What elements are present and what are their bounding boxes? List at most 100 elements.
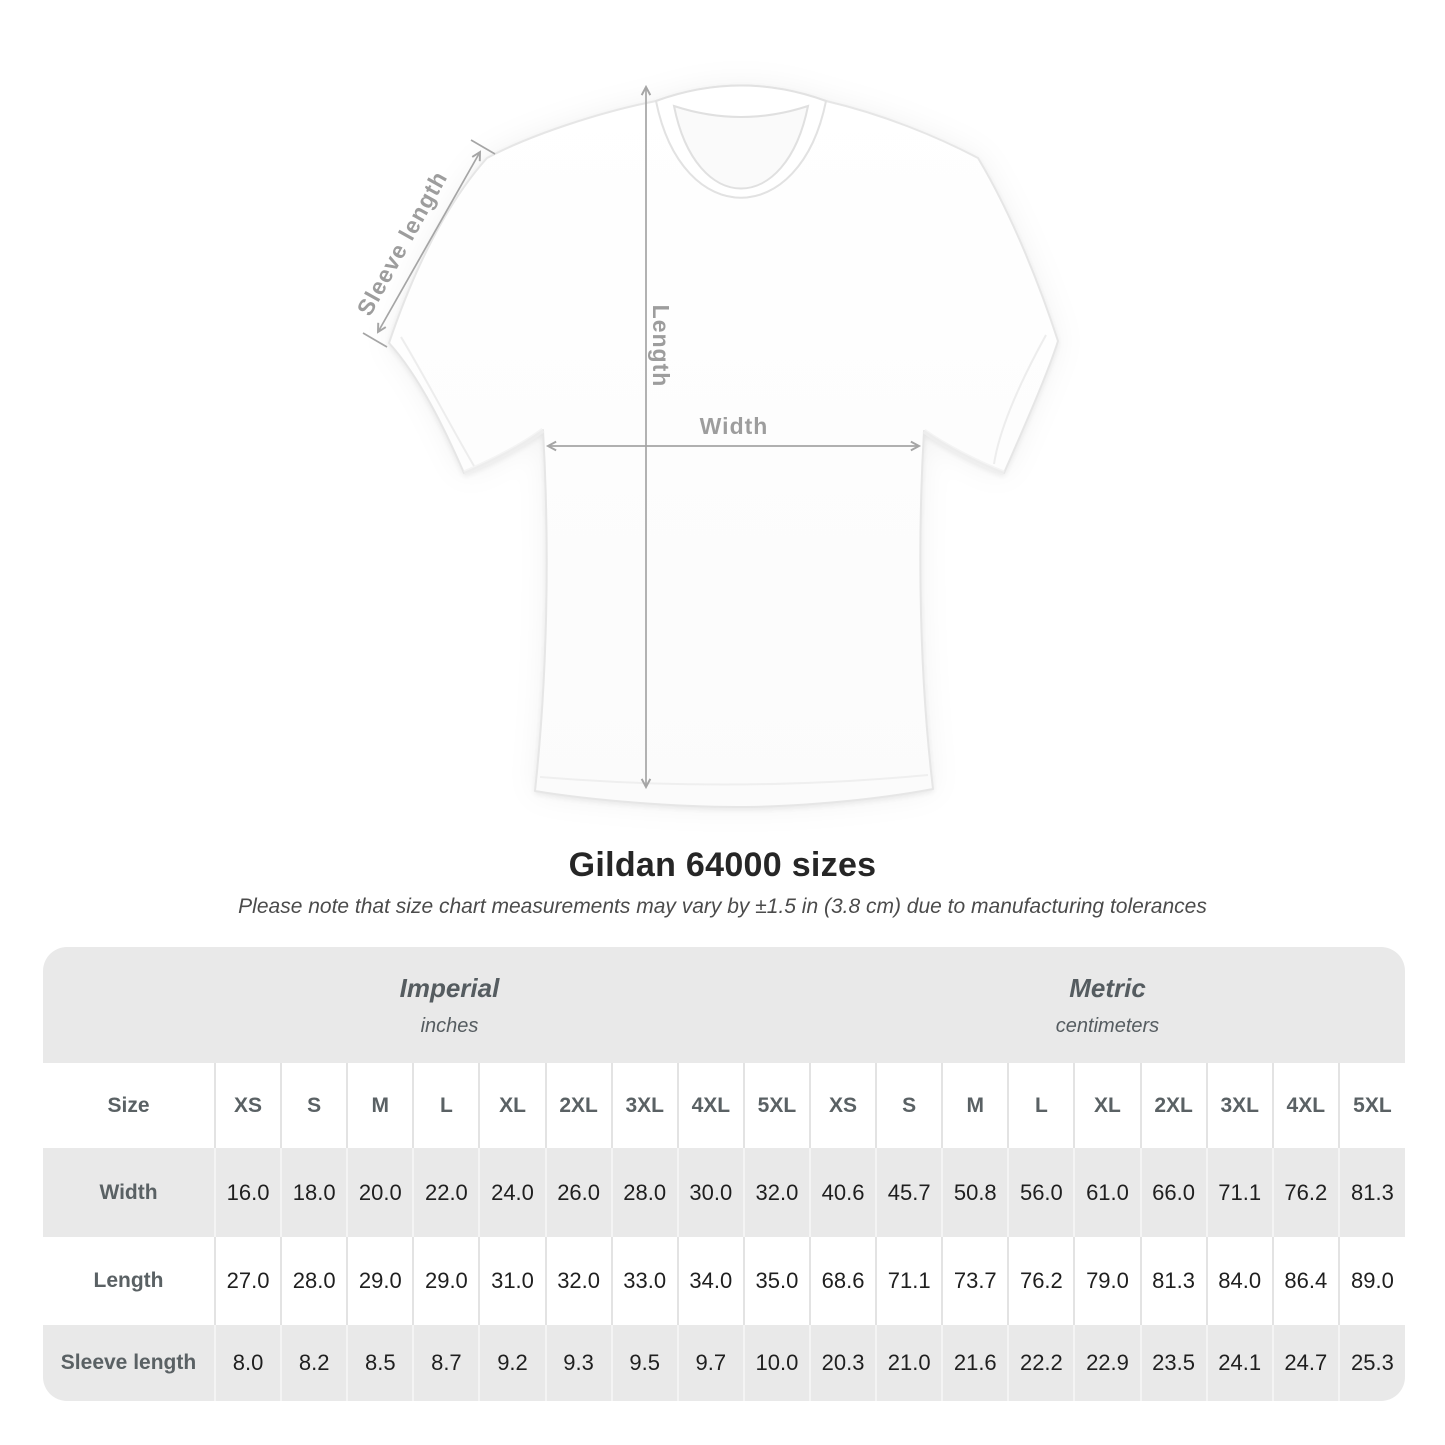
imperial-section-header: Imperial inches bbox=[43, 947, 810, 1063]
measurement-cell: 9.2 bbox=[478, 1325, 546, 1401]
measurement-cell: 20.3 bbox=[808, 1325, 877, 1401]
width-arrow: Width bbox=[545, 413, 922, 452]
size-col-l-metric: L bbox=[1007, 1063, 1075, 1148]
size-table: Imperial inches Metric centimeters Size … bbox=[43, 947, 1405, 1401]
length-label: Length bbox=[648, 305, 674, 388]
row-label: Length bbox=[43, 1237, 215, 1325]
tshirt-graphic: Length Width Sleeve length bbox=[352, 84, 1059, 808]
measurement-cell: 24.1 bbox=[1205, 1325, 1273, 1401]
width-label: Width bbox=[700, 413, 769, 439]
measurement-cell: 28.0 bbox=[610, 1148, 678, 1237]
measurement-cell: 32.0 bbox=[544, 1237, 612, 1325]
measurement-cell: 45.7 bbox=[875, 1148, 943, 1237]
unit-header-row: Imperial inches Metric centimeters bbox=[43, 947, 1405, 1063]
measurement-cell: 9.7 bbox=[676, 1325, 744, 1401]
measurement-cell: 79.0 bbox=[1073, 1237, 1141, 1325]
page-subtitle: Please note that size chart measurements… bbox=[238, 895, 1207, 918]
measurement-cell: 21.0 bbox=[875, 1325, 943, 1401]
measurement-cell: 8.2 bbox=[280, 1325, 348, 1401]
measurement-cell: 18.0 bbox=[280, 1148, 348, 1237]
size-col-m-imperial: M bbox=[346, 1063, 414, 1148]
size-col-l-imperial: L bbox=[412, 1063, 480, 1148]
row-label: Sleeve length bbox=[43, 1325, 215, 1401]
measurement-cell: 28.0 bbox=[280, 1237, 348, 1325]
measurement-cell: 68.6 bbox=[808, 1237, 877, 1325]
measurement-cell: 35.0 bbox=[742, 1237, 810, 1325]
metric-unit: centimeters bbox=[1055, 1014, 1160, 1037]
measurement-cell: 24.7 bbox=[1271, 1325, 1339, 1401]
measurement-cell: 61.0 bbox=[1073, 1148, 1141, 1237]
measurement-cell: 76.2 bbox=[1007, 1237, 1075, 1325]
size-col-5xl-imperial: 5XL bbox=[742, 1063, 810, 1148]
row-label: Width bbox=[43, 1148, 215, 1237]
neck-opening bbox=[672, 104, 810, 190]
measurement-cell: 86.4 bbox=[1271, 1237, 1339, 1325]
table-body: Width 16.0 18.0 20.0 22.0 24.0 26.0 28.0 30.0 32.… bbox=[43, 1148, 1405, 1401]
size-col-xs-imperial: XS bbox=[213, 1063, 282, 1148]
size-col-s-imperial: S bbox=[280, 1063, 348, 1148]
size-col-xl-imperial: XL bbox=[478, 1063, 546, 1148]
measurement-cell: 27.0 bbox=[213, 1237, 282, 1325]
measurement-cell: 8.0 bbox=[213, 1325, 282, 1401]
table-row-sleeve-length: Sleeve length 8.0 8.2 8.5 8.7 9.2 9.3 9.5 9.7 10.… bbox=[43, 1325, 1405, 1401]
measurement-cell: 71.1 bbox=[875, 1237, 943, 1325]
imperial-unit: inches bbox=[420, 1014, 479, 1037]
size-col-m-metric: M bbox=[941, 1063, 1009, 1148]
measurement-cell: 22.9 bbox=[1073, 1325, 1141, 1401]
measurement-cell: 89.0 bbox=[1337, 1237, 1405, 1325]
measurement-cell: 34.0 bbox=[676, 1237, 744, 1325]
length-arrow: Length bbox=[640, 84, 674, 790]
size-col-xs-metric: XS bbox=[808, 1063, 877, 1148]
size-chart-table: Imperial inches Metric centimeters Size … bbox=[43, 947, 1405, 1401]
measurement-cell: 16.0 bbox=[213, 1148, 282, 1237]
size-col-4xl-metric: 4XL bbox=[1271, 1063, 1339, 1148]
measurement-cell: 20.0 bbox=[346, 1148, 414, 1237]
measurement-cell: 50.8 bbox=[941, 1148, 1009, 1237]
measurement-cell: 22.2 bbox=[1007, 1325, 1075, 1401]
measurement-cell: 81.3 bbox=[1139, 1237, 1207, 1325]
measurement-cell: 22.0 bbox=[412, 1148, 480, 1237]
page-title: Gildan 64000 sizes bbox=[568, 846, 877, 884]
measurement-cell: 56.0 bbox=[1007, 1148, 1075, 1237]
size-header-row: Size XS S M L XL 2XL 3XL 4XL 5XL XS S M L XL 2XL 3XL 4XL… bbox=[43, 1063, 1405, 1148]
measurement-cell: 9.3 bbox=[544, 1325, 612, 1401]
measurement-cell: 29.0 bbox=[346, 1237, 414, 1325]
measurement-cell: 21.6 bbox=[941, 1325, 1009, 1401]
measurement-cell: 31.0 bbox=[478, 1237, 546, 1325]
size-col-2xl-metric: 2XL bbox=[1139, 1063, 1207, 1148]
size-col-2xl-imperial: 2XL bbox=[544, 1063, 612, 1148]
size-col-3xl-metric: 3XL bbox=[1205, 1063, 1273, 1148]
tshirt-measurement-diagram: Length Width Sleeve length bbox=[352, 84, 1059, 808]
measurement-cell: 23.5 bbox=[1139, 1325, 1207, 1401]
measurement-cell: 29.0 bbox=[412, 1237, 480, 1325]
metric-section-header: Metric centimeters bbox=[809, 947, 1405, 1063]
measurement-cell: 71.1 bbox=[1205, 1148, 1273, 1237]
measurement-cell: 81.3 bbox=[1337, 1148, 1405, 1237]
size-col-xl-metric: XL bbox=[1073, 1063, 1141, 1148]
measurement-cell: 24.0 bbox=[478, 1148, 546, 1237]
measurement-cell: 33.0 bbox=[610, 1237, 678, 1325]
size-col-4xl-imperial: 4XL bbox=[676, 1063, 744, 1148]
measurement-cell: 10.0 bbox=[742, 1325, 810, 1401]
size-column-label: Size bbox=[43, 1063, 215, 1148]
size-col-3xl-imperial: 3XL bbox=[610, 1063, 678, 1148]
size-col-5xl-metric: 5XL bbox=[1337, 1063, 1405, 1148]
measurement-cell: 8.5 bbox=[346, 1325, 414, 1401]
measurement-cell: 66.0 bbox=[1139, 1148, 1207, 1237]
measurement-cell: 73.7 bbox=[941, 1237, 1009, 1325]
table-row-length: Length 27.0 28.0 29.0 29.0 31.0 32.0 33.0 34.0 35… bbox=[43, 1237, 1405, 1325]
measurement-cell: 30.0 bbox=[676, 1148, 744, 1237]
measurement-cell: 9.5 bbox=[610, 1325, 678, 1401]
measurement-cell: 32.0 bbox=[742, 1148, 810, 1237]
measurement-cell: 40.6 bbox=[808, 1148, 877, 1237]
measurement-cell: 84.0 bbox=[1205, 1237, 1273, 1325]
table-row-width: Width 16.0 18.0 20.0 22.0 24.0 26.0 28.0 30.0 32.… bbox=[43, 1148, 1405, 1237]
measurement-cell: 25.3 bbox=[1337, 1325, 1405, 1401]
metric-title: Metric bbox=[1069, 972, 1146, 1003]
measurement-cell: 76.2 bbox=[1271, 1148, 1339, 1237]
imperial-title: Imperial bbox=[399, 972, 500, 1003]
size-col-s-metric: S bbox=[875, 1063, 943, 1148]
measurement-cell: 8.7 bbox=[412, 1325, 480, 1401]
measurement-cell: 26.0 bbox=[544, 1148, 612, 1237]
